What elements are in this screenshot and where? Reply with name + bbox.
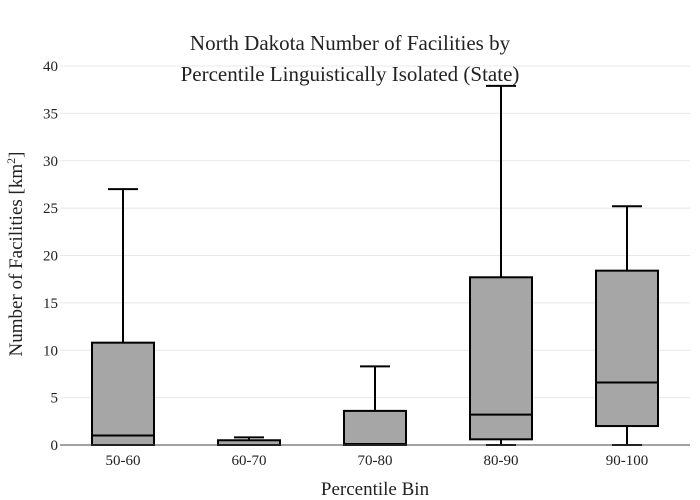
box-70-80 xyxy=(343,365,407,447)
y-axis-ticks: 0 5 10 15 20 25 30 35 40 xyxy=(43,59,58,454)
y-tick-label: 35 xyxy=(43,106,58,122)
y-tick-label: 0 xyxy=(51,438,59,454)
box-50-60 xyxy=(91,188,155,447)
y-tick-label: 30 xyxy=(43,154,58,170)
y-tick-label: 10 xyxy=(43,343,58,359)
boxes xyxy=(91,84,659,447)
x-tick-label: 60-70 xyxy=(232,453,267,469)
y-tick-label: 20 xyxy=(43,249,58,265)
y-axis-title-end: ] xyxy=(6,152,27,158)
x-tick-label: 50-60 xyxy=(106,453,141,469)
box-iqr xyxy=(91,341,155,447)
box-60-70 xyxy=(217,436,281,447)
y-axis-title: Number of Facilities [km2] xyxy=(4,152,27,357)
chart-title-line-1: North Dakota Number of Facilities by xyxy=(190,31,511,55)
box-80-90 xyxy=(469,84,533,446)
y-tick-label: 25 xyxy=(43,201,58,217)
y-tick-label: 15 xyxy=(43,296,58,312)
y-axis-title-superscript: 2 xyxy=(4,158,18,164)
box-iqr xyxy=(343,409,407,447)
box-iqr xyxy=(469,276,533,441)
y-tick-label: 40 xyxy=(43,59,58,75)
x-tick-label: 70-80 xyxy=(358,453,393,469)
y-axis-title-main: Number of Facilities [km xyxy=(6,164,27,357)
box-90-100 xyxy=(595,205,659,446)
chart-title-line-2: Percentile Linguistically Isolated (Stat… xyxy=(181,62,520,86)
x-axis-ticks: 50-60 60-70 70-80 80-90 90-100 xyxy=(106,453,649,469)
x-tick-label: 80-90 xyxy=(484,453,519,469)
y-tick-label: 5 xyxy=(51,391,59,407)
x-tick-label: 90-100 xyxy=(606,453,649,469)
x-axis-title: Percentile Bin xyxy=(321,479,430,500)
box-iqr xyxy=(595,269,659,428)
gridlines xyxy=(60,65,690,399)
